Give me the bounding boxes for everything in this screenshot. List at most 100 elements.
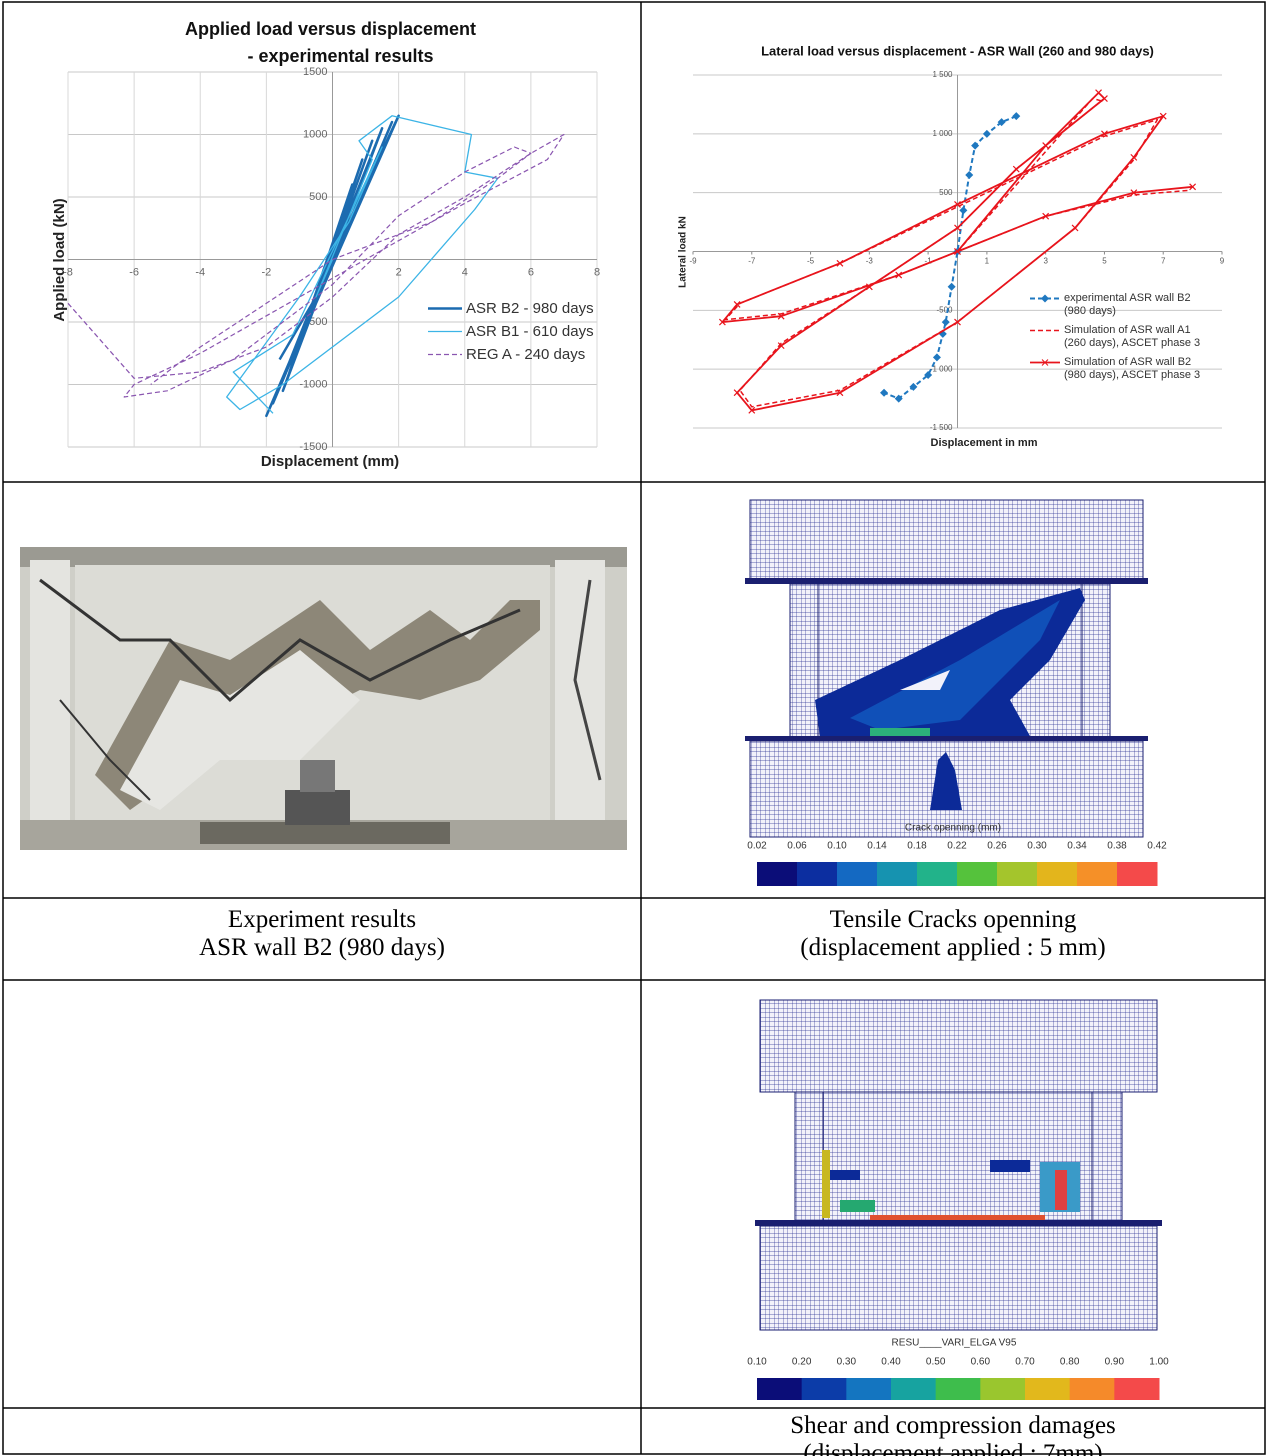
y-axis-label: Lateral load kN: [678, 216, 689, 288]
legend-entry: REG A - 240 days: [428, 346, 608, 363]
top-beam: [750, 500, 1143, 580]
colorbar-label: 0.02: [747, 841, 767, 852]
legend-entry: Simulation of ASR wall B2 (980 days), AS…: [1030, 356, 1210, 382]
data-point: [1013, 166, 1019, 172]
colorbar-label: 0.80: [1060, 1357, 1080, 1368]
data-point: [983, 130, 991, 138]
colorbar-label: 0.50: [926, 1357, 946, 1368]
x-tick-label: -9: [689, 257, 697, 266]
data-point: [959, 206, 967, 214]
x-tick-label: 3: [1043, 257, 1048, 266]
chart: -1 500-1 000-5005001 0001 500-9-7-5-3-11…: [678, 43, 1225, 448]
data-point: [1043, 143, 1049, 149]
chart-subtitle: - experimental results: [247, 46, 433, 66]
legend-swatch: [1030, 356, 1060, 369]
y-tick-label: 1000: [303, 128, 327, 140]
y-tick-label: -500: [936, 305, 953, 314]
data-point: [1096, 90, 1102, 96]
caption: Tensile Cracks openning (displacement ap…: [643, 906, 1263, 962]
colorbar-segment: [1070, 1378, 1115, 1400]
x-tick-label: 2: [396, 266, 402, 278]
y-tick-label: -1000: [299, 378, 327, 390]
colorbar-segment: [877, 862, 918, 886]
damage-zone: [990, 1160, 1030, 1172]
colorbar-segment: [1117, 862, 1158, 886]
colorbar-label: 0.30: [837, 1357, 857, 1368]
data-line: [884, 116, 1016, 398]
data-point: [1072, 225, 1078, 231]
chart-title: Lateral load versus displacement - ASR W…: [761, 43, 1154, 58]
colorbar-label: 0.20: [792, 1357, 812, 1368]
x-tick-label: 1: [985, 257, 990, 266]
x-axis-label: Displacement in mm: [931, 437, 1038, 449]
data-point: [1012, 112, 1020, 120]
colorbar-label: 0.22: [947, 841, 967, 852]
legend-label: ASR B2 - 980 days: [466, 300, 594, 317]
x-tick-label: 8: [594, 266, 600, 278]
colorbar-title: RESU____VARI_ELGA V95: [892, 1338, 1017, 1349]
y-tick-label: 1 500: [932, 70, 953, 79]
caption-line: Experiment results: [12, 906, 632, 934]
colorbar-segment: [837, 862, 878, 886]
legend-label: ASR B1 - 610 days: [466, 323, 594, 340]
colorbar-segment: [1077, 862, 1118, 886]
damage-zone: [830, 1170, 860, 1180]
chart-title: Applied load versus displacement: [185, 19, 476, 39]
legend: ASR B2 - 980 days ASR B1 - 610 days REG A …: [428, 300, 608, 369]
caption-line: (displacement applied : 5 mm): [643, 934, 1263, 962]
colorbar-segment: [1037, 862, 1078, 886]
colorbar-label: 0.06: [787, 841, 807, 852]
colorbar-segment: [1025, 1378, 1070, 1400]
x-tick-label: -3: [866, 257, 874, 266]
y-axis-label: Applied load (kN): [51, 198, 68, 321]
colorbar-segment: [980, 1378, 1025, 1400]
bottom-beam: [760, 1226, 1157, 1330]
colorbar-segment: [757, 862, 798, 886]
colorbar-label: 0.60: [971, 1357, 991, 1368]
colorbar-label: 1.00: [1149, 1357, 1169, 1368]
x-tick-label: 5: [1102, 257, 1107, 266]
y-tick-label: -1 500: [930, 423, 953, 432]
x-tick-label: -7: [748, 257, 756, 266]
beam-ledge: [755, 1220, 1162, 1226]
colorbar-label: 0.90: [1105, 1357, 1125, 1368]
caption-line: Shear and compression damages: [643, 1412, 1263, 1440]
x-tick-label: 9: [1220, 257, 1225, 266]
data-point: [880, 389, 888, 397]
legend-label: REG A - 240 days: [466, 346, 585, 363]
colorbar-label: 0.70: [1015, 1357, 1035, 1368]
legend-swatch: [428, 323, 462, 340]
y-tick-label: 1 000: [932, 129, 953, 138]
colorbar-segment: [917, 862, 958, 886]
colorbar-segment: [757, 1378, 802, 1400]
legend-marker: [1041, 295, 1049, 303]
legend-entry: ASR B2 - 980 days: [428, 300, 608, 317]
data-point: [933, 353, 941, 361]
colorbar-title: Crack openning (mm): [905, 823, 1001, 834]
x-tick-label: 4: [462, 266, 468, 278]
legend-swatch: [428, 346, 462, 363]
colorbar-label: 0.10: [827, 841, 847, 852]
data-point: [734, 390, 740, 396]
colorbar-label: 0.42: [1147, 841, 1167, 852]
y-tick-label: 500: [309, 191, 327, 203]
fe-mesh-tensile: [745, 500, 1148, 837]
legend-swatch: [1030, 292, 1060, 305]
page: -1500-1000-50050010001500-8-6-4-22468App…: [0, 0, 1268, 1456]
colorbar-label: 0.14: [867, 841, 887, 852]
legend-label: Simulation of ASR wall B2 (980 days), AS…: [1064, 356, 1210, 382]
legend-entry: experimental ASR wall B2 (980 days): [1030, 292, 1210, 318]
data-point: [965, 171, 973, 179]
legend-entry: ASR B1 - 610 days: [428, 323, 608, 340]
bolt: [285, 790, 350, 825]
base-plate: [200, 822, 450, 844]
caption-line: Tensile Cracks openning: [643, 906, 1263, 934]
colorbar-segment: [797, 862, 838, 886]
damage-zone: [840, 1200, 875, 1212]
colorbar-segment: [957, 862, 998, 886]
y-tick-label: 1500: [303, 66, 327, 78]
caption-line: (displacement applied : 7mm): [643, 1440, 1263, 1456]
colorbar-segment: [936, 1378, 981, 1400]
